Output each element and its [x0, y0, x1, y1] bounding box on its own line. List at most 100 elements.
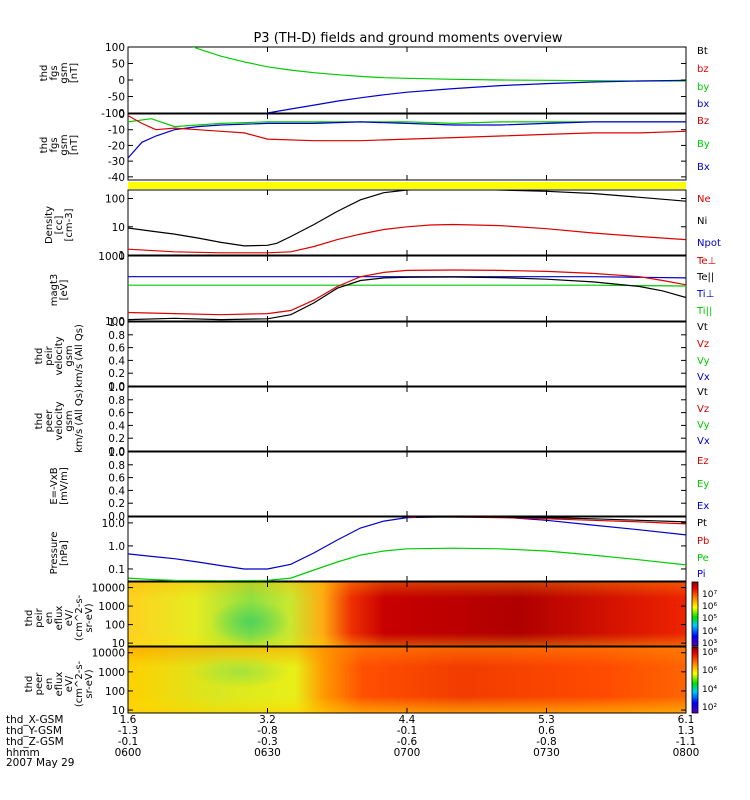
y-tick-label: 10000	[92, 583, 125, 595]
y-axis-label: [cc]	[54, 216, 65, 235]
y-tick-label: 10.0	[102, 518, 125, 530]
legend-item: Vx	[697, 436, 710, 447]
y-axis-label: [nT]	[69, 135, 80, 155]
x-row-value: -0.1	[118, 736, 139, 748]
x-row-name: hhmm	[6, 747, 40, 759]
colorbar-tick-label: 10²	[702, 703, 717, 713]
y-axis-label: velocity	[54, 336, 65, 375]
y-axis-label: peir	[44, 345, 55, 365]
y-axis-label: thd	[24, 676, 35, 693]
y-tick-label: 100	[105, 316, 125, 328]
series-line-Bz	[128, 115, 686, 142]
y-axis-label: (cm^2-s-	[74, 594, 85, 641]
panel-pressure: 10.0 1.0 0.1 Pressure [nPa] Pt Pb Pe Pi	[49, 516, 709, 582]
legend-item: By	[697, 139, 710, 150]
legend-item: Ey	[697, 479, 709, 490]
y-axis-label: fgs	[49, 65, 60, 80]
y-axis-label: gsm	[64, 410, 75, 431]
y-tick-label: 10000	[92, 648, 125, 660]
y-tick-label: -50	[108, 92, 125, 104]
series-line-Bx	[128, 121, 686, 159]
x-row-value: 5.3	[538, 714, 555, 726]
panel-mom_temperature: 1000 100 magt3 [eV] Te⊥ Te|| Ti⊥ Ti||	[49, 251, 716, 328]
x-row-value: 3.2	[259, 714, 276, 726]
y-tick-label: 0.8	[108, 330, 125, 342]
y-axis-label: [cm-3]	[64, 208, 75, 241]
legend-item: Te||	[696, 272, 714, 283]
colorbar-tick-label: 10⁷	[702, 590, 717, 600]
x-row-name: thd_Z-GSM	[6, 736, 64, 748]
legend-item: Ni	[697, 216, 707, 227]
y-axis-label: eflux	[54, 606, 65, 631]
y-axis-label: thd	[24, 610, 35, 627]
y-tick-label: 1.0	[108, 317, 125, 329]
x-row-value: 1.3	[678, 725, 695, 737]
y-tick-label: 1000	[98, 667, 125, 679]
y-tick-label: -20	[108, 140, 125, 152]
x-row-value: -0.8	[536, 736, 557, 748]
x-row-value: -0.3	[257, 736, 278, 748]
legend-item: Ti||	[696, 306, 712, 317]
series-line-Pi	[128, 517, 686, 570]
y-tick-label: 0.6	[108, 343, 125, 355]
y-axis-label: [nPa]	[59, 540, 70, 566]
legend-item: Vx	[697, 372, 710, 383]
legend-item: bx	[697, 99, 709, 110]
y-tick-label: 0.6	[108, 408, 125, 420]
x-row-value: -1.3	[118, 725, 139, 737]
x-axis-labels: 2007 May 29 thd_X-GSM 1.6 3.2 4.4 5.3 6.1 thd_…	[6, 714, 699, 769]
y-tick-label: 0.8	[108, 460, 125, 472]
colorbar-peir	[691, 581, 699, 647]
y-tick-label: 0.8	[108, 395, 125, 407]
y-axis-label: Density	[44, 206, 55, 244]
heatmap-peir	[128, 582, 686, 646]
y-tick-label: 100	[105, 686, 125, 698]
y-tick-label: 0.2	[108, 368, 125, 380]
y-tick-label: 10	[112, 638, 125, 650]
legend-item: Pi	[697, 569, 706, 580]
y-axis-label: sr-eV)	[84, 669, 95, 698]
y-axis-label: velocity	[54, 401, 65, 440]
y-axis-label: eflux	[54, 672, 65, 697]
y-tick-label: 1000	[98, 601, 125, 613]
legend-item: by	[697, 82, 709, 93]
legend-item: Pe	[697, 553, 709, 564]
legend-item: Bz	[697, 116, 709, 127]
y-tick-label: 1.0	[108, 447, 125, 459]
y-tick-label: 100	[105, 42, 125, 54]
colorbar-tick-label: 10³	[702, 639, 717, 649]
colorbar-peer	[691, 646, 699, 714]
y-tick-label: 0	[118, 109, 125, 121]
y-axis-label: eV/	[64, 675, 75, 692]
y-axis-label: [mV/m]	[59, 467, 70, 505]
series-line-by	[192, 47, 686, 82]
data-quality-bar	[128, 182, 686, 189]
legend-item: Vt	[697, 322, 708, 333]
y-axis-label: peir	[34, 607, 45, 627]
panel-density: 100 10 1 Density [cc] [cm-3] Ne Ni Npot	[44, 189, 721, 262]
colorbar-tick-label: 10⁶	[702, 666, 717, 676]
y-axis-label: eV/	[64, 609, 75, 626]
series-line-Te⊥	[128, 269, 686, 316]
x-row-value: 0630	[254, 747, 281, 759]
y-tick-label: 10	[112, 222, 125, 234]
y-axis-label: fgs	[49, 137, 60, 152]
y-axis-label: [nT]	[69, 63, 80, 83]
series-line-Te||	[128, 276, 686, 321]
legend-item: Ti⊥	[696, 289, 714, 300]
y-tick-label: 100	[105, 620, 125, 632]
legend-item: bz	[697, 64, 709, 75]
y-axis-label: thd	[34, 413, 45, 430]
panel-frame	[127, 46, 687, 114]
y-tick-label: -100	[101, 108, 125, 120]
panel-peer_en_eflux: 10000 1000 100 10 thd peer en eflux eV/(cm^2-s-s…	[24, 646, 717, 717]
x-row-value: -1.1	[676, 736, 697, 748]
panel-fgs_gsm_zoom: 0 -10 -20 -30 -40 thd fgs gsm [nT] Bz By Bx	[39, 109, 710, 184]
panel-peir_en_eflux: 10000 1000 100 10 thd peir en eflux eV/(cm^2-s-s…	[24, 581, 717, 650]
legend-item: Vy	[697, 420, 710, 431]
y-tick-label: 50	[112, 59, 125, 71]
y-axis-label: km/s (All Qs)	[74, 389, 85, 453]
y-axis-label: E=-VxB	[49, 467, 60, 504]
y-axis-label: gsm	[59, 62, 70, 83]
